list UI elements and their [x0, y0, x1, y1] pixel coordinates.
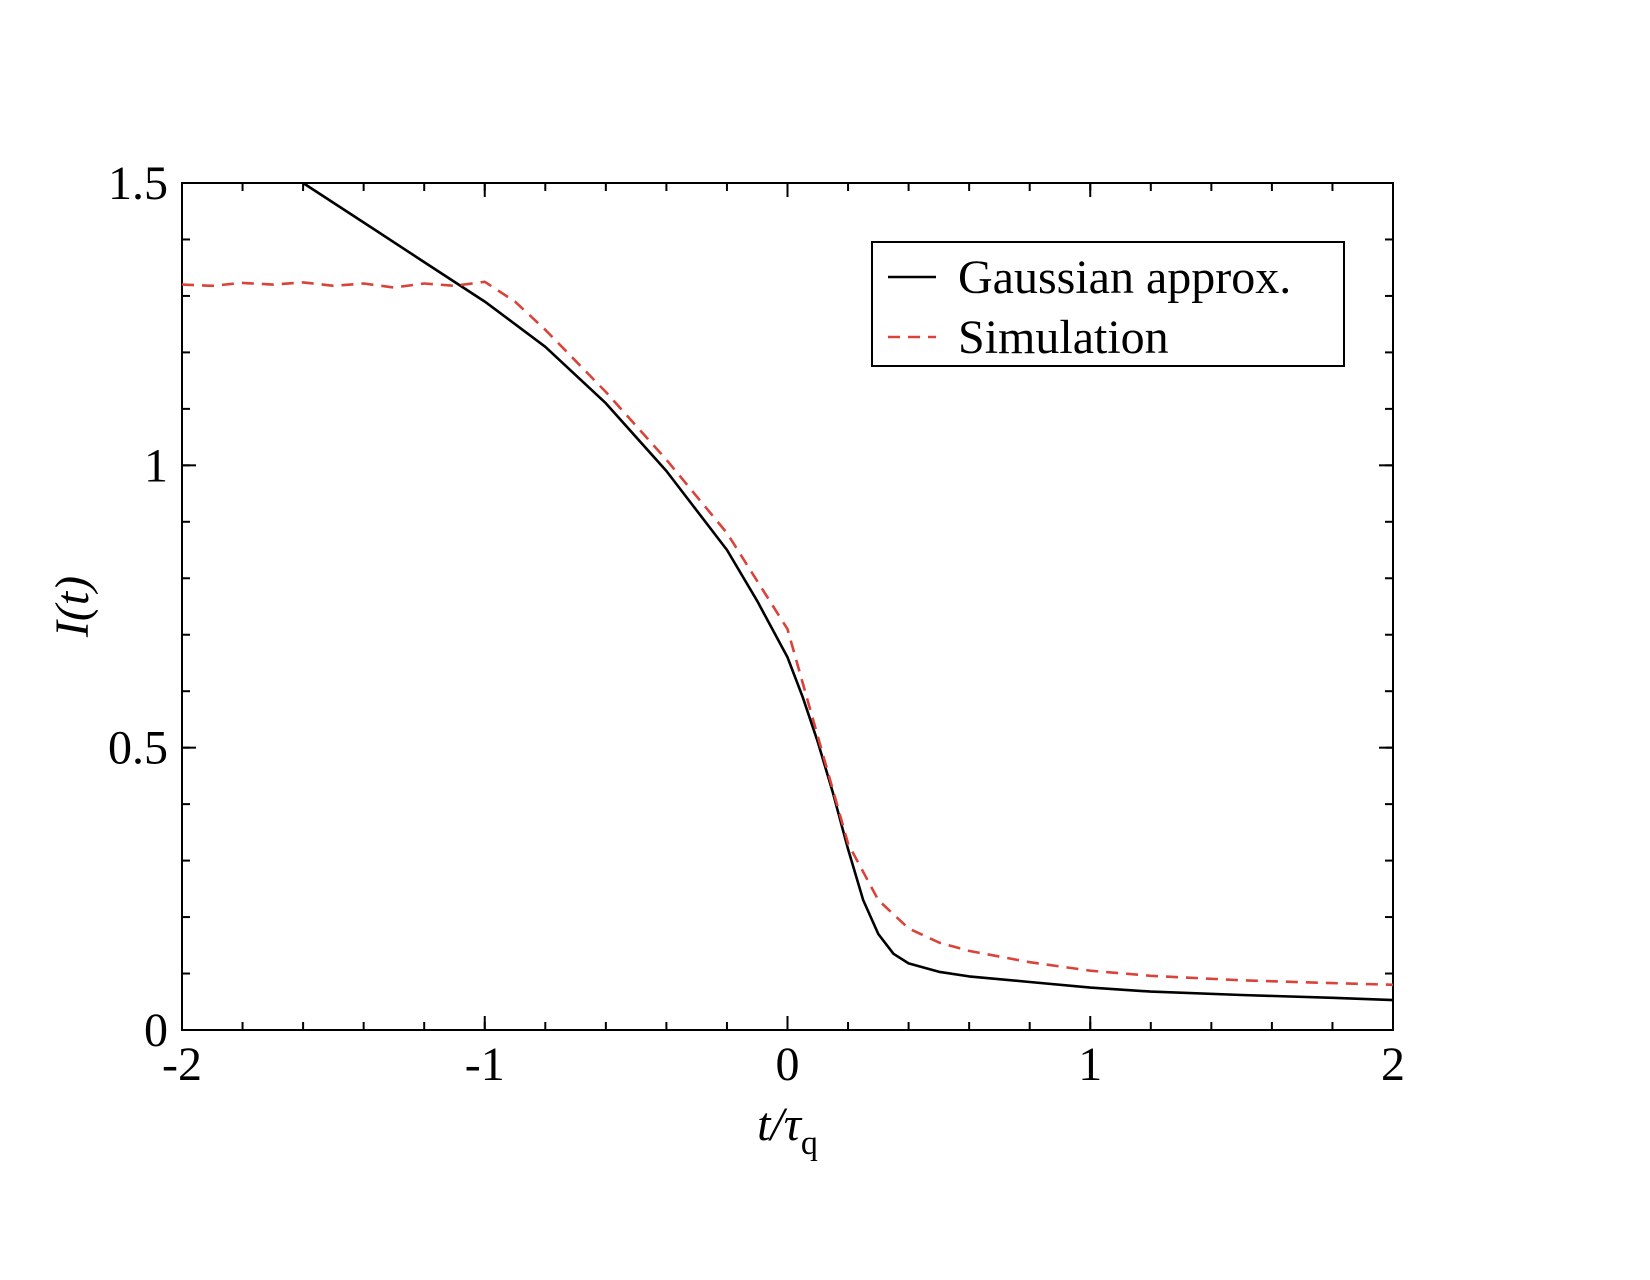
- ticks-layer: [181, 182, 1394, 1031]
- y-tick-label: 1: [144, 439, 168, 492]
- legend-label-gaussian: Gaussian approx.: [958, 251, 1291, 304]
- y-axis-label: I(t): [46, 576, 99, 638]
- legend: Gaussian approx. Simulation: [871, 241, 1345, 367]
- x-tick-label: -1: [465, 1038, 505, 1091]
- x-axis-label-subscript: q: [801, 1125, 818, 1162]
- legend-label-simulation: Simulation: [958, 311, 1169, 364]
- x-tick-label: 1: [1078, 1038, 1102, 1091]
- y-tick-label: 0.5: [108, 722, 168, 775]
- x-axis-label: t/τq: [757, 1098, 818, 1162]
- legend-box: [871, 241, 1345, 367]
- tick-labels-layer: -2 -1 0 1 2 0 0.5 1 1.5: [108, 157, 1405, 1091]
- series-line-simulation: [181, 280, 1394, 987]
- x-tick-label: 2: [1381, 1038, 1405, 1091]
- x-tick-label: 0: [776, 1038, 800, 1091]
- y-tick-label: 0: [144, 1004, 168, 1057]
- x-tick-label: -2: [162, 1038, 202, 1091]
- series-layer: [181, 181, 1394, 1002]
- x-axis-label-main: t/τ: [757, 1098, 803, 1151]
- y-tick-label: 1.5: [108, 157, 168, 210]
